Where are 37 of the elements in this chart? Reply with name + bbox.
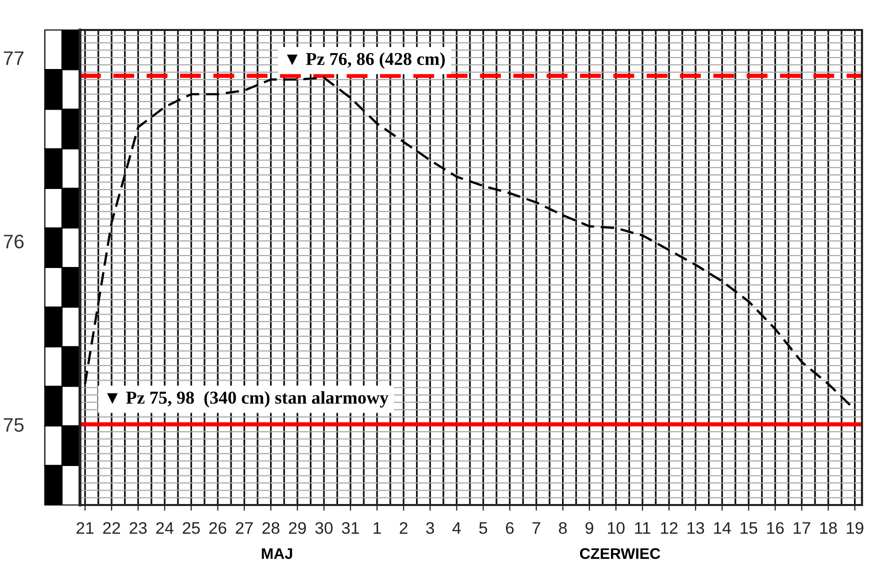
x-tick-label: 6 [506, 522, 514, 534]
x-tick-label: 7 [532, 522, 540, 534]
x-tick-label: 26 [209, 522, 226, 534]
x-tick-label: 25 [182, 522, 200, 534]
x-tick-label: 11 [635, 522, 650, 534]
x-tick-label: 9 [586, 522, 594, 534]
x-tick-label: 5 [479, 522, 488, 534]
x-tick-label: 23 [130, 522, 147, 534]
x-tick-label: 19 [846, 522, 864, 534]
x-tick-label: 1 [374, 522, 381, 534]
x-tick-label: 29 [288, 522, 306, 534]
text: CZERWIEC [580, 548, 660, 559]
x-tick-label: 4 [452, 522, 461, 534]
x-tick-label: 17 [794, 522, 810, 534]
x-tick-label: 15 [740, 522, 758, 534]
x-tick-label: 21 [76, 522, 94, 534]
x-tick-label: 30 [315, 522, 333, 534]
x-tick-label: 14 [714, 522, 731, 534]
x-tick-label: 3 [426, 522, 434, 534]
x-tick-label: 28 [262, 522, 280, 534]
x-tick-label: 22 [103, 522, 120, 534]
x-tick-label: 18 [820, 522, 837, 534]
x-tick-label: 27 [236, 522, 253, 534]
x-tick-label: 2 [400, 522, 408, 534]
y-tick-label: 77 [4, 51, 24, 65]
y-tick-label: 75 [4, 418, 24, 432]
x-tick-label: 12 [661, 522, 678, 534]
y-tick-label: 76 [4, 234, 24, 248]
x-tick-label: 16 [767, 522, 784, 534]
x-tick-label: 13 [688, 522, 704, 534]
ref-line-label: ▼ Pz 75, 98 (340 cm) stan alarmowy [107, 391, 388, 408]
text: MAJ [262, 548, 292, 559]
x-tick-label: 8 [558, 522, 567, 534]
x-tick-label: 31 [342, 522, 359, 534]
x-tick-label: 10 [608, 522, 625, 534]
ref-line-label: ▼ Pz 76, 86 (428 cm) [286, 52, 445, 69]
x-tick-label: 24 [156, 522, 174, 534]
